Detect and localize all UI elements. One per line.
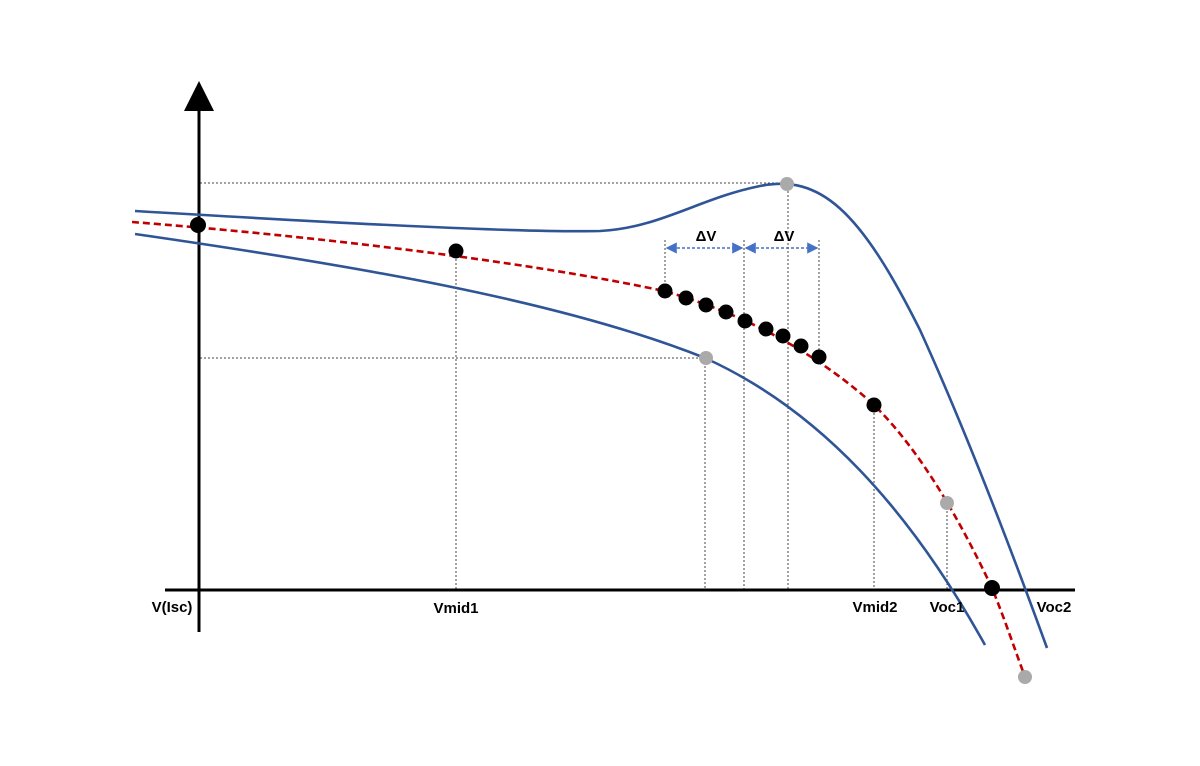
sample-point-isc — [190, 217, 206, 233]
sample-point — [657, 283, 673, 299]
reference-points — [699, 177, 1032, 684]
sample-point — [758, 321, 774, 337]
label-voc2: Voc2 — [1037, 599, 1072, 616]
sample-point — [698, 297, 714, 313]
label-voc1: Voc1 — [930, 599, 965, 616]
reference-point-voc1 — [940, 496, 954, 510]
label-vmid1: Vmid1 — [433, 600, 478, 617]
sample-point — [678, 290, 694, 306]
sample-point — [793, 338, 809, 354]
reference-point-low — [699, 351, 713, 365]
delta-v-label-2: ΔV — [774, 228, 795, 245]
upper-iv-curve — [134, 182, 1049, 649]
sample-point — [775, 328, 791, 344]
reference-point-peak — [780, 177, 794, 191]
sample-point-vmid2 — [866, 397, 882, 413]
sample-points — [190, 217, 1000, 596]
sample-point-vmid1 — [448, 243, 464, 259]
guide-lines — [200, 182, 948, 590]
reference-point-end — [1018, 670, 1032, 684]
sample-point — [737, 313, 753, 329]
sample-point — [811, 349, 827, 365]
label-vmid2: Vmid2 — [852, 599, 897, 616]
lower-iv-curve — [134, 232, 987, 646]
sample-point-voc — [984, 580, 1000, 596]
sample-point — [718, 304, 734, 320]
label-v-isc: V(Isc) — [152, 599, 193, 616]
delta-v-label-1: ΔV — [696, 228, 717, 245]
